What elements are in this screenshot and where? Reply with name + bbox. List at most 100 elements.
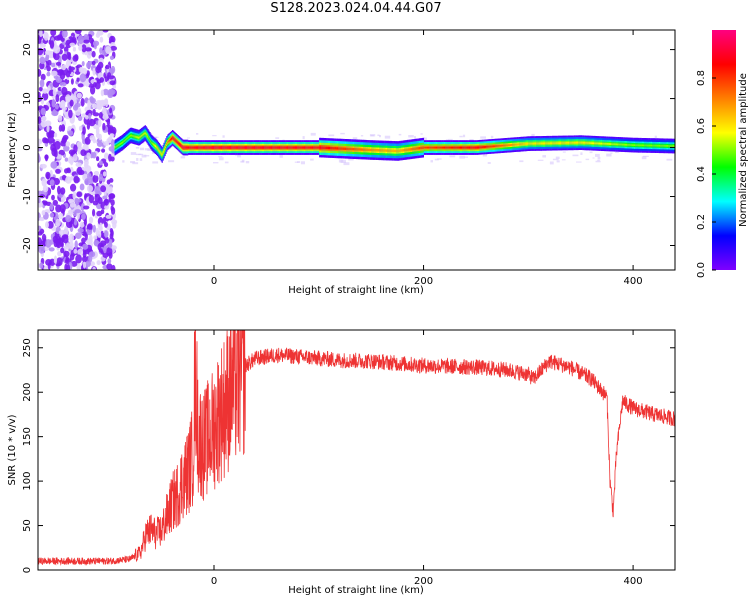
signal-cell	[159, 151, 161, 154]
signal-cell	[603, 142, 606, 145]
signal-cell	[511, 144, 513, 146]
signal-cell	[451, 146, 453, 149]
faint-energy	[343, 162, 350, 166]
noise-speckle	[60, 187, 66, 195]
signal-cell	[668, 145, 670, 147]
signal-cell	[459, 146, 461, 149]
signal-cell	[222, 146, 224, 149]
signal-cell	[128, 135, 130, 138]
signal-cell	[506, 144, 508, 147]
snr-series-line	[38, 330, 675, 566]
faint-energy	[641, 156, 647, 160]
signal-cell	[216, 146, 218, 149]
snr-y-ticks: 0 50 100 150 200 250	[22, 338, 675, 573]
signal-cell	[519, 143, 522, 146]
noise-speckle	[103, 230, 109, 238]
noise-speckle	[84, 218, 87, 226]
noise-speckle	[88, 194, 95, 204]
noise-speckle	[54, 140, 61, 150]
faint-energy	[464, 156, 468, 158]
signal-cell	[267, 146, 269, 149]
faint-energy	[437, 158, 442, 160]
signal-cell	[616, 143, 618, 146]
noise-speckle	[46, 71, 51, 77]
noise-speckle	[100, 209, 105, 215]
signal-cell	[609, 143, 611, 145]
signal-cell	[337, 147, 339, 150]
signal-cell	[470, 146, 472, 149]
faint-energy	[219, 157, 224, 161]
signal-cell	[660, 144, 662, 147]
signal-cell	[508, 144, 510, 146]
noise-speckle	[60, 247, 65, 254]
noise-speckle	[105, 46, 112, 55]
noise-speckle	[95, 32, 100, 38]
noise-speckle	[102, 195, 108, 200]
noise-speckle	[38, 196, 41, 204]
signal-cell	[439, 146, 441, 149]
noise-speckle	[53, 132, 58, 138]
signal-cell	[367, 148, 369, 151]
signal-cell	[270, 146, 272, 149]
signal-cell	[163, 149, 165, 152]
noise-speckle	[43, 265, 48, 270]
noise-speckle	[38, 231, 43, 236]
signal-cell	[373, 148, 375, 152]
signal-cell	[582, 141, 584, 144]
signal-cell	[604, 142, 606, 145]
signal-cell	[198, 146, 200, 149]
faint-energy	[360, 135, 364, 137]
signal-cell	[415, 147, 417, 150]
signal-cell	[655, 144, 657, 147]
noise-speckle	[87, 223, 93, 230]
signal-cell	[154, 144, 156, 147]
signal-cell	[495, 145, 497, 147]
noise-speckle	[63, 250, 70, 257]
signal-cell	[531, 142, 533, 145]
signal-cell	[263, 146, 265, 149]
signal-cell	[407, 148, 409, 151]
signal-cell	[377, 149, 379, 152]
faint-energy	[576, 161, 582, 163]
signal-cell	[189, 146, 192, 149]
faint-energy	[449, 155, 456, 158]
signal-cell	[352, 147, 354, 151]
noise-speckle	[86, 61, 92, 69]
signal-cell	[378, 149, 380, 152]
noise-speckle	[78, 66, 84, 73]
noise-speckle	[109, 193, 116, 200]
faint-energy	[152, 161, 159, 164]
noise-speckle	[52, 87, 57, 97]
x-tick-label: 0	[211, 576, 217, 587]
signal-cell	[638, 144, 640, 147]
signal-cell	[245, 146, 247, 149]
signal-cell	[435, 146, 437, 149]
signal-cell	[512, 143, 514, 146]
noise-speckle	[83, 205, 90, 210]
signal-cell	[181, 145, 183, 148]
noise-speckle	[72, 191, 77, 201]
noise-speckle	[72, 104, 79, 111]
noise-speckle	[93, 82, 97, 88]
signal-cell	[369, 148, 371, 152]
signal-cell	[123, 140, 125, 143]
signal-cell	[315, 146, 317, 149]
signal-cell	[548, 142, 550, 145]
noise-speckle	[81, 213, 86, 220]
signal-cell	[499, 144, 501, 147]
signal-cell	[129, 134, 131, 137]
noise-speckle	[42, 88, 48, 94]
signal-cell	[376, 149, 378, 152]
noise-speckle	[40, 73, 46, 81]
signal-cell	[440, 146, 442, 149]
noise-speckle	[92, 224, 97, 233]
noise-speckle	[55, 204, 62, 213]
signal-cell	[455, 146, 457, 149]
signal-cell	[555, 142, 557, 144]
noise-speckle	[75, 232, 82, 239]
faint-energy	[589, 151, 593, 154]
signal-cell	[473, 146, 475, 149]
signal-cell	[515, 143, 517, 146]
noise-speckle	[77, 115, 83, 122]
noise-speckle	[70, 78, 74, 85]
